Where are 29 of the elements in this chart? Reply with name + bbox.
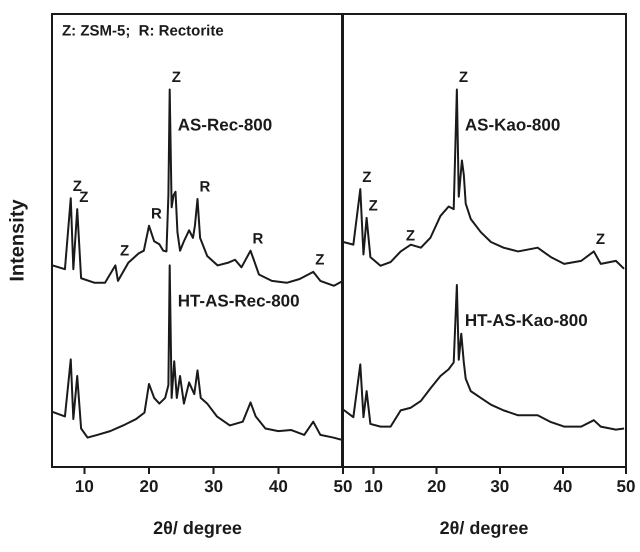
x-tick-label: 20: [140, 476, 158, 496]
y-axis-title: Intensity: [6, 198, 29, 282]
annotation: Z: [362, 168, 372, 186]
annotation: Z: [368, 197, 378, 214]
annotation: Z: [596, 231, 605, 248]
series-label: HT-AS-Rec-800: [178, 292, 300, 311]
x-axis-title: 2θ/ degree: [440, 518, 528, 538]
x-tick-label: 50: [616, 476, 636, 496]
x-tick-label: 50: [334, 476, 352, 496]
x-axis-title: 2θ/ degree: [153, 518, 242, 538]
text: Z: ZSM-5; R: Rectorite: [62, 22, 224, 40]
x-tick-label: 30: [204, 476, 224, 496]
x-tick-label: 10: [74, 476, 94, 496]
annotation: Z: [315, 251, 324, 268]
x-tick-label: 30: [490, 476, 510, 496]
annotation: Z: [172, 69, 181, 86]
series-label: HT-AS-Kao-800: [464, 311, 588, 330]
annotation: Z: [120, 242, 130, 260]
annotation: Z: [406, 227, 416, 244]
x-tick-label: 40: [553, 476, 572, 496]
x-tick-label: 10: [364, 476, 384, 496]
series-label: AS-Rec-800: [178, 116, 272, 135]
series-label: AS-Kao-800: [464, 116, 560, 135]
annotation: R: [252, 230, 264, 248]
annotation: R: [151, 205, 162, 222]
annotation: Z: [458, 69, 468, 86]
annotation: R: [200, 178, 210, 196]
x-tick-label: 20: [427, 476, 446, 496]
x-tick-label: 40: [268, 476, 288, 496]
